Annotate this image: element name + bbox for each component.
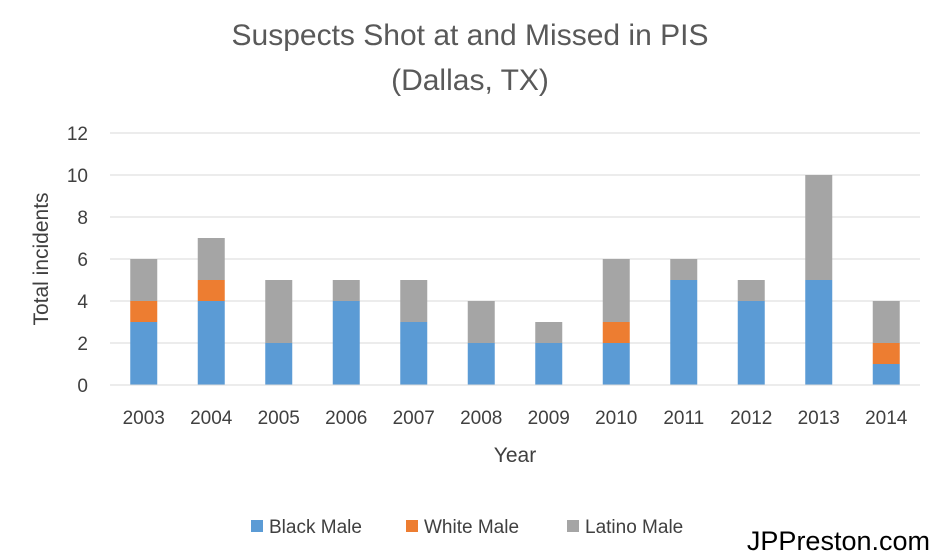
bar-segment-black-male-2005 [265,343,293,385]
bar-segment-black-male-2009 [535,343,563,385]
watermark: JPPreston.com [746,526,930,556]
y-tick-label: 10 [67,166,88,187]
bar-segment-black-male-2006 [332,301,360,385]
y-tick-label: 12 [67,124,88,145]
x-axis-label: Year [494,444,536,467]
bar-segment-latino-male-2007 [400,280,428,322]
bar-segment-black-male-2014 [872,364,900,385]
y-tick-label: 0 [77,376,88,397]
y-axis-label: Total incidents [30,192,53,325]
x-tick-label: 2008 [460,408,502,429]
bar-segment-latino-male-2005 [265,280,293,343]
chart-title: Suspects Shot at and Missed in PIS (Dall… [232,19,709,97]
bar-segment-latino-male-2011 [670,259,698,280]
y-tick-label: 2 [77,334,88,355]
bar-segment-latino-male-2003 [130,259,158,301]
legend-item-latino-male: Latino Male [567,517,683,538]
bar-segment-white-male-2014 [872,343,900,364]
legend-label: Black Male [269,517,362,538]
legend-item-white-male: White Male [406,517,519,538]
bar-segment-latino-male-2009 [535,322,563,343]
y-tick-label: 4 [77,292,88,313]
bars [130,175,900,385]
x-tick-label: 2003 [123,408,165,429]
chart-title-line-2: (Dallas, TX) [391,64,549,97]
bar-segment-white-male-2003 [130,301,158,322]
x-tick-label: 2006 [325,408,367,429]
bar-segment-black-male-2004 [197,301,225,385]
bar-segment-white-male-2004 [197,280,225,301]
bar-segment-latino-male-2008 [467,301,495,343]
legend-label: White Male [424,517,519,538]
bar-segment-black-male-2012 [737,301,765,385]
bar-segment-latino-male-2006 [332,280,360,301]
y-tick-label: 8 [77,208,88,229]
bar-segment-latino-male-2012 [737,280,765,301]
legend-swatch [406,520,418,532]
legend-swatch [567,520,579,532]
bar-segment-latino-male-2010 [602,259,630,322]
bar-segment-black-male-2003 [130,322,158,385]
x-tick-label: 2011 [663,408,704,429]
gridlines [110,132,920,344]
legend: Black Male White Male Latino Male [251,517,683,538]
x-tick-label: 2014 [865,408,908,429]
chart-title-line-1: Suspects Shot at and Missed in PIS [232,19,709,52]
legend-item-black-male: Black Male [251,517,362,538]
bar-segment-latino-male-2013 [805,175,833,280]
bar-segment-black-male-2013 [805,280,833,385]
y-tick-label: 6 [77,250,88,271]
bar-segment-latino-male-2004 [197,238,225,280]
bar-segment-black-male-2008 [467,343,495,385]
x-tick-label: 2013 [798,408,840,429]
x-tick-label: 2004 [190,408,233,429]
x-tick-label: 2009 [528,408,570,429]
bar-segment-latino-male-2014 [872,301,900,343]
bar-segment-black-male-2010 [602,343,630,385]
legend-swatch [251,520,263,532]
bar-segment-white-male-2010 [602,322,630,343]
x-tick-label: 2005 [258,408,300,429]
legend-label: Latino Male [585,517,683,538]
x-tick-label: 2010 [595,408,637,429]
bar-segment-black-male-2011 [670,280,698,385]
y-axis-ticks: 0 2 4 6 8 10 12 [67,124,89,397]
x-tick-label: 2007 [393,408,435,429]
bar-segment-black-male-2007 [400,322,428,385]
x-tick-label: 2012 [730,408,772,429]
x-axis-ticks: 2003 2004 2005 2006 2007 2008 2009 2010 2011 2012… [123,408,908,429]
